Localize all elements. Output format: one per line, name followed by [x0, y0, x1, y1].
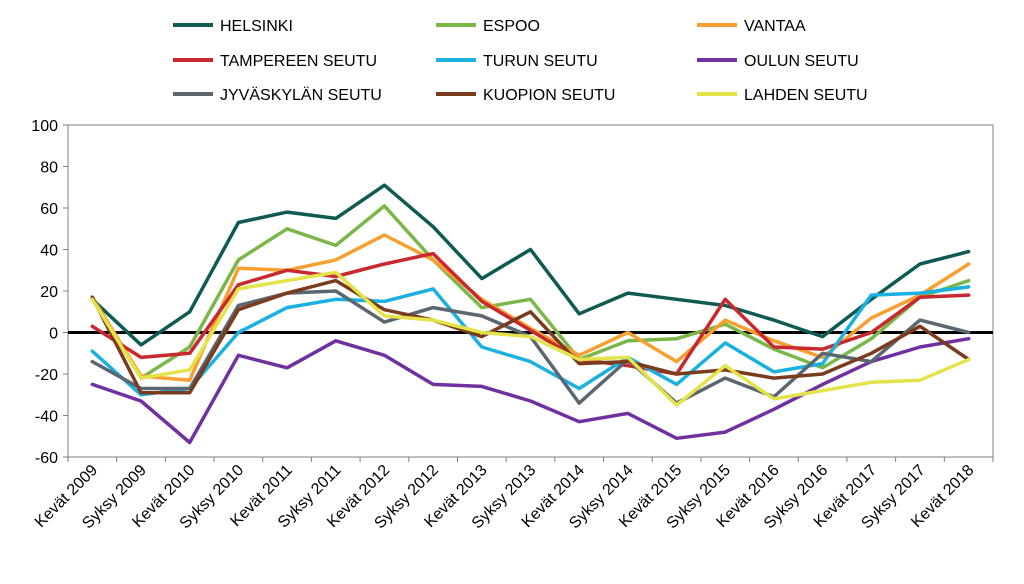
legend-label: TAMPEREEN SEUTU	[220, 53, 377, 70]
y-tick-label: -40	[35, 409, 58, 426]
series-line-1	[90, 204, 971, 380]
series-line-0	[90, 183, 971, 347]
legend-label: JYVÄSKYLÄN SEUTU	[220, 86, 382, 104]
series-line-3	[90, 251, 971, 376]
y-tick-label: 40	[40, 243, 58, 260]
plot-frame	[67, 124, 994, 458]
legend-item: TURUN SEUTU	[436, 53, 598, 70]
y-tick-label: 20	[40, 284, 58, 301]
legend-item: ESPOO	[436, 18, 540, 35]
y-tick-label: -20	[35, 367, 58, 384]
legend: HELSINKI ESPOO VANTAA TAMPEREEN SEUTU TURUN …	[173, 18, 868, 104]
legend-item: HELSINKI	[173, 18, 293, 35]
series-line-5	[90, 336, 971, 445]
y-tick-label: 80	[40, 160, 58, 177]
series-lines	[90, 183, 971, 445]
legend-item: OULUN SEUTU	[697, 53, 859, 70]
y-tick-label: -60	[35, 450, 58, 467]
legend-item: JYVÄSKYLÄN SEUTU	[173, 86, 382, 104]
legend-item: LAHDEN SEUTU	[697, 87, 868, 104]
legend-label: LAHDEN SEUTU	[744, 87, 868, 104]
series-line-8	[90, 270, 971, 407]
y-axis: 100 80 60 40 20 0 -20 -40 -60	[31, 118, 68, 467]
legend-item: VANTAA	[697, 18, 806, 35]
y-tick-label: 100	[31, 118, 58, 135]
legend-item: KUOPION SEUTU	[436, 87, 615, 104]
series-line-7	[90, 278, 971, 395]
legend-label: KUOPION SEUTU	[483, 87, 615, 104]
legend-item: TAMPEREEN SEUTU	[173, 53, 377, 70]
legend-label: TURUN SEUTU	[483, 53, 598, 70]
legend-label: ESPOO	[483, 18, 540, 35]
y-tick-label: 60	[40, 201, 58, 218]
legend-label: OULUN SEUTU	[744, 53, 859, 70]
legend-label: HELSINKI	[220, 18, 293, 35]
legend-label: VANTAA	[744, 18, 806, 35]
y-tick-label: 0	[49, 326, 58, 343]
series-line-4	[90, 285, 971, 397]
